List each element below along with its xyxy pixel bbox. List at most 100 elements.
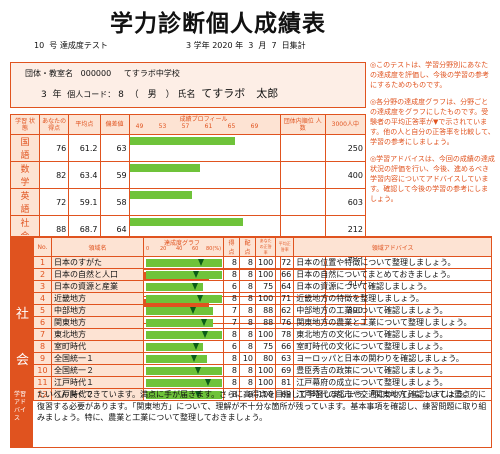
group-rank (279, 161, 326, 189)
average-rate: 66 (275, 340, 295, 353)
achievement-bar-cell (143, 256, 224, 269)
average-rate: 66 (275, 268, 295, 281)
tick: 61 (204, 123, 213, 130)
average-marker-icon (195, 391, 202, 398)
area-advice: 室町時代の文化について整理しましょう。 (293, 340, 492, 353)
col-advice: 領域アドバイス (293, 237, 492, 257)
area-number: 11 (33, 376, 52, 389)
area-max: 8 (239, 316, 256, 329)
month-value: 3 (248, 41, 254, 50)
col-rank: 団体内順位 人数 (279, 114, 326, 135)
your-rate: 100 (254, 328, 277, 341)
note-2: ◎各分野の達成度グラフは、分野ごとの達成度をグラフにしたものです。受験者の平均正… (370, 98, 495, 146)
tick: 69 (250, 123, 259, 130)
your-rate: 80 (254, 352, 277, 365)
area-advice: 日本の自然についてまとめておきましょう。 (293, 268, 492, 281)
col-rate: あなたの正答率 (254, 237, 277, 257)
notes-panel: ◎このテストは、学習分野別にあなたの達成度を評価し、今後の学習の参考にするための… (370, 60, 495, 211)
col-score: あなたの 得点 (39, 114, 70, 135)
col-no: No. (33, 237, 52, 257)
area-score: 7 (223, 304, 240, 317)
area-name: 江戸時代１ (51, 376, 144, 389)
grade-label: 学年 (193, 41, 210, 50)
score-header-row: 学習 状態 あなたの 得点 平均点 偏差値 成績プロフィール 49 53 57 … (9, 114, 367, 135)
note-3: ◎学習アドバイスは、今回の成績の達成状況の評価を行い、今後、進めるべき学習内容に… (370, 155, 495, 203)
average-rate: 62 (275, 304, 295, 317)
col-max: 配点 (239, 237, 256, 257)
your-rate: 100 (254, 388, 277, 401)
achievement-bar-cell (143, 376, 224, 389)
area-advice: 東北地方の文化について確認しましょう。 (293, 328, 492, 341)
school-row: 団体・教室名 000000 てすラボ中学校 (25, 68, 180, 79)
your-rate: 75 (254, 280, 277, 293)
subject-name: 国 語 (9, 134, 41, 162)
average-marker-icon (190, 307, 197, 314)
group-rank (279, 188, 326, 216)
area-name: 日本の資源と産業 (51, 280, 144, 293)
achievement-bar (146, 307, 213, 315)
profile-bar-cell (128, 134, 281, 162)
area-max: 8 (239, 280, 256, 293)
achievement-bar-cell (143, 328, 224, 341)
area-advice: 近畿地方の特徴を整理しましょう。 (293, 292, 492, 305)
achievement-bar-cell (143, 268, 224, 281)
average-rate: 69 (275, 388, 295, 401)
year-label: 年 (235, 41, 244, 50)
test-number-value: 10 (34, 41, 45, 50)
area-advice: 中部地方の工業について確認しましょう。 (293, 304, 492, 317)
area-max: 8 (239, 364, 256, 377)
profile-bar-cell (128, 188, 281, 216)
overall-rank: 250 (324, 134, 367, 162)
achievement-bar-cell (143, 316, 224, 329)
area-score: 8 (223, 364, 240, 377)
profile-bar-cell (128, 161, 281, 189)
overall-rank: 603 (324, 188, 367, 216)
area-max: 10 (239, 352, 256, 365)
average-rate: 72 (275, 256, 295, 269)
month-label: 月 (258, 41, 267, 50)
average-score: 63.4 (68, 161, 101, 189)
achievement-bar (146, 331, 222, 339)
area-score: 8 (223, 328, 240, 341)
achievement-bar (146, 295, 222, 303)
area-score: 8 (223, 292, 240, 305)
col-total: 3000人中 (324, 114, 367, 135)
deviation-value: 59 (99, 161, 130, 189)
area-name: 中部地方 (51, 304, 144, 317)
tick: 40 (176, 246, 183, 252)
detail-row: 10 全国統一２ 8 8 100 69 豊臣秀吉の政策について確認しましょう。 (33, 364, 492, 377)
area-name: 近畿地方 (51, 292, 144, 305)
achievement-bar-cell (143, 388, 224, 401)
tick: 57 (181, 123, 190, 130)
achievement-bar-cell (143, 304, 224, 317)
average-marker-icon (195, 367, 202, 374)
average-marker-icon (204, 379, 211, 386)
area-number: 9 (33, 352, 52, 365)
area-number: 10 (33, 364, 52, 377)
detail-row: 12 江戸時代２ 8 8 100 69 江戸時代の都市や交通について確認しましょう。 (33, 388, 492, 401)
area-name: 全国統一１ (51, 352, 144, 365)
average-marker-icon (196, 295, 203, 302)
area-score: 8 (223, 256, 240, 269)
score-row: 英 語 72 59.1 58 603 (9, 188, 367, 216)
col-status: 学習 状態 (9, 114, 41, 135)
tick: 53 (158, 123, 167, 130)
area-score: 6 (223, 280, 240, 293)
achievement-bar (146, 367, 222, 375)
detail-section: 社 会 No. 領域名 達成度グラフ 0 20 40 60 80(%) 得点 配… (10, 236, 492, 448)
date-line: 3 学年 2020 年 3 月 7 日集計 (186, 40, 306, 51)
your-rate: 88 (254, 304, 277, 317)
average-rate: 78 (275, 328, 295, 341)
subject-char: 社 (16, 307, 30, 322)
average-marker-icon (200, 319, 207, 326)
advice-side-label: 学習アドバイス (11, 387, 33, 448)
your-score: 76 (39, 134, 70, 162)
area-number: 12 (33, 388, 52, 401)
deviation-value: 63 (99, 134, 130, 162)
area-max: 8 (239, 292, 256, 305)
average-marker-icon (190, 355, 197, 362)
student-gender: （ 男 ） (129, 90, 175, 100)
test-name: 号 達成度テスト (49, 41, 108, 50)
profile-bar (129, 164, 200, 172)
average-rate: 63 (275, 352, 295, 365)
